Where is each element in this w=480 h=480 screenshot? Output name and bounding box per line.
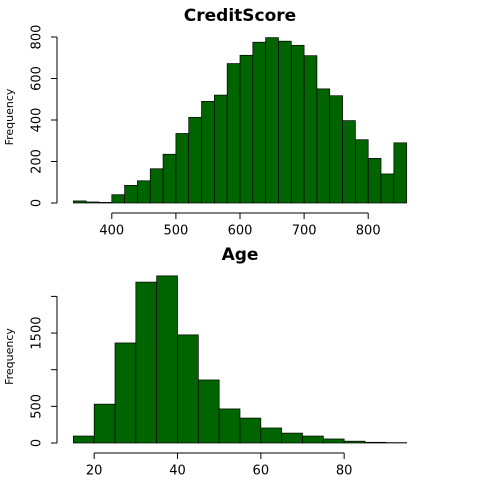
bar [290,44,305,204]
y-tick-label: 800 [30,25,45,50]
bar [214,94,228,204]
bar [72,435,95,444]
y-axis-label: Frequency [3,88,16,145]
x-tick-label: 40 [169,464,186,479]
bar [343,440,366,444]
y-tick-label: 0 [30,199,45,207]
bar [149,168,164,204]
bar [355,139,369,204]
bar [177,334,199,444]
x-tick-label: 700 [292,224,317,239]
bar [239,417,262,444]
bar [93,403,116,444]
bar [342,120,356,204]
y-tick-label: 0 [30,439,45,447]
bar [281,432,303,444]
y-tick-label: 1500 [30,316,45,349]
bar [188,116,202,204]
x-tick-label: 20 [86,464,103,479]
x-tick-label: 400 [99,224,124,239]
x-tick-label: 500 [163,224,188,239]
bar [85,201,100,204]
bar [197,379,220,444]
bar [111,194,125,204]
y-tick-label: 500 [30,394,45,419]
bar [135,281,158,444]
bar [329,95,343,204]
bar [252,41,266,204]
chart-title: Age [222,245,259,265]
bar [393,142,408,204]
bar [265,37,279,204]
bar [303,55,318,204]
x-tick-label: 80 [336,464,353,479]
bar [114,342,137,444]
y-tick-label: 200 [30,149,45,174]
bar [175,133,190,204]
bar [137,180,151,204]
bar [302,435,324,444]
bar [72,200,87,204]
bar [364,441,387,444]
y-axis-label: Frequency [3,328,16,385]
bar [367,158,382,204]
bar [278,40,292,204]
x-tick-label: 600 [228,224,253,239]
bar [124,185,138,204]
bar [239,54,254,204]
bar [201,100,215,204]
bar [316,88,331,204]
x-tick-label: 800 [356,224,381,239]
bar [162,153,177,204]
bar [260,427,283,444]
bar [226,63,241,204]
y-tick-label: 400 [30,108,45,133]
chart-title: CreditScore [184,6,296,26]
bar [218,408,241,444]
bar [380,173,395,204]
bar [156,275,178,444]
x-tick-label: 60 [253,464,270,479]
y-tick-label: 600 [30,66,45,91]
bar [322,438,345,444]
bar [98,202,113,204]
